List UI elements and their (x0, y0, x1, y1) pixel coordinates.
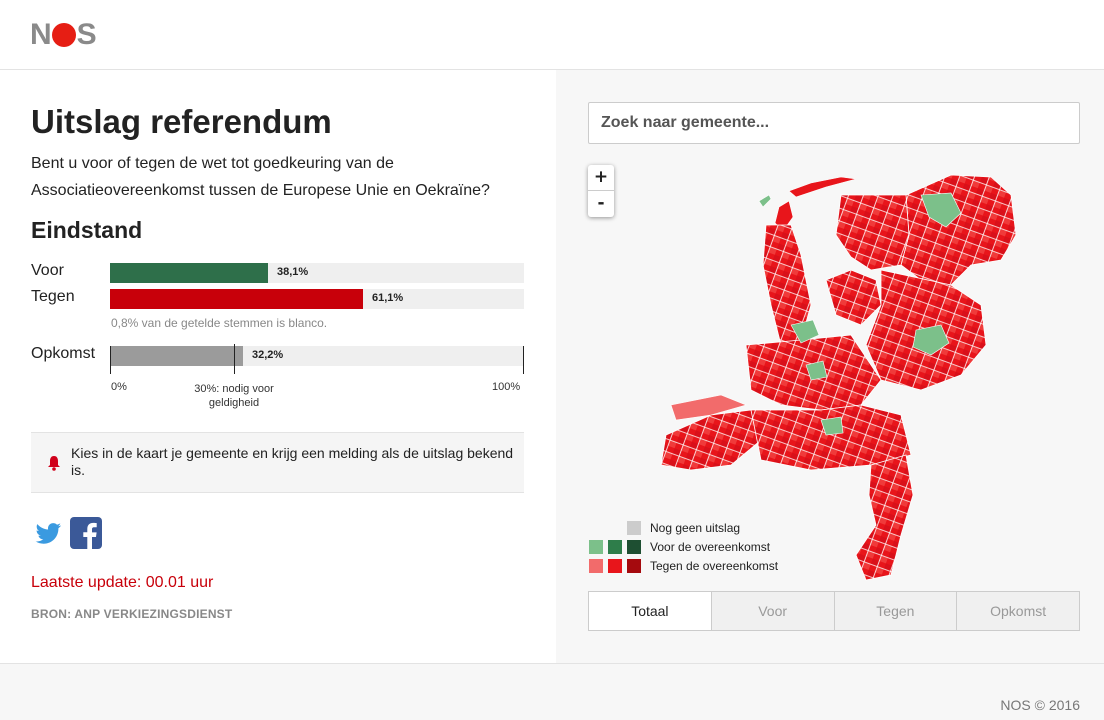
facebook-icon[interactable] (70, 517, 102, 549)
opkomst-value: 32,2% (252, 349, 284, 361)
legend-swatch (608, 540, 622, 554)
tab-totaal[interactable]: Totaal (589, 592, 711, 630)
notification-text: Kies in de kaart je gemeente en krijg ee… (71, 445, 514, 478)
region-voor-north[interactable] (920, 192, 962, 228)
map-panel: + - (556, 70, 1104, 663)
region-zeeland-north[interactable] (670, 394, 747, 421)
region-voor-east[interactable] (912, 324, 950, 356)
tab-voor[interactable]: Voor (710, 592, 834, 630)
axis-start-tick (110, 346, 111, 374)
notification-box[interactable]: Kies in de kaart je gemeente en krijg ee… (31, 432, 524, 493)
region-groningen-drenthe[interactable] (900, 174, 1017, 286)
voor-bar-fill (110, 263, 268, 283)
voor-bar: 38,1% (110, 263, 524, 283)
opkomst-label: Opkomst (31, 345, 96, 362)
region-friesland[interactable] (835, 194, 910, 271)
legend-label: Tegen de overeenkomst (650, 559, 779, 573)
region-limburg[interactable] (855, 454, 914, 581)
referendum-question: Bent u voor of tegen de wet tot goedkeur… (31, 155, 490, 199)
legend-swatch (589, 540, 603, 554)
legend-label: Voor de overeenkomst (650, 540, 771, 554)
region-voor-amsterdam[interactable] (790, 319, 820, 344)
island-voor[interactable] (758, 194, 772, 208)
zoom-out-button[interactable]: - (597, 193, 605, 213)
map-view-tabs: Totaal Voor Tegen Opkomst (588, 591, 1080, 631)
opkomst-bar: 32,2% (110, 346, 524, 366)
region-zeeland[interactable] (660, 409, 762, 471)
legend-swatch (627, 559, 641, 573)
axis-end-tick (523, 346, 524, 374)
last-update: Laatste update: 00.01 uur (31, 574, 214, 591)
region-voor-south[interactable] (820, 416, 844, 436)
wadden-islands[interactable] (788, 176, 857, 198)
page-title: Uitslag referendum (31, 103, 332, 140)
texel-island[interactable] (774, 200, 794, 232)
threshold-label: 30%: nodig voor geldigheid (194, 383, 274, 409)
zoom-in-button[interactable]: + (588, 165, 614, 191)
axis-min-label: 0% (111, 381, 127, 393)
zoom-control: + - (588, 165, 614, 217)
main-content: Uitslag referendum Bent u voor of tegen … (0, 70, 1104, 663)
section-title: Eindstand (31, 217, 143, 243)
voor-value: 38,1% (277, 266, 309, 278)
region-flevoland[interactable] (825, 269, 882, 326)
opkomst-bar-fill (110, 346, 243, 366)
legend-swatch (608, 559, 622, 573)
twitter-icon[interactable] (32, 517, 64, 549)
tab-opkomst[interactable]: Opkomst (956, 592, 1079, 630)
source-label: BRON: ANP VERKIEZINGSDIENST (31, 607, 233, 621)
tegen-bar: 61,1% (110, 289, 524, 309)
region-noord-brabant[interactable] (750, 404, 912, 471)
bell-icon (48, 456, 60, 471)
social-share (32, 517, 102, 549)
legend-swatch (627, 540, 641, 554)
tegen-value: 61,1% (372, 292, 404, 304)
legend-label: Nog geen uitslag (650, 521, 741, 535)
legend-swatch (589, 559, 603, 573)
blank-votes-note: 0,8% van de getelde stemmen is blanco. (111, 316, 328, 330)
legend-swatch (627, 521, 641, 535)
results-panel: Uitslag referendum Bent u voor of tegen … (0, 70, 556, 663)
axis-max-label: 100% (492, 381, 521, 393)
page-footer: NOS © 2016 (0, 663, 1104, 720)
search-input[interactable] (588, 102, 1080, 144)
threshold-tick (234, 344, 235, 374)
tegen-bar-fill (110, 289, 363, 309)
voor-label: Voor (31, 262, 64, 279)
tab-tegen[interactable]: Tegen (833, 592, 957, 630)
region-voor-utrecht[interactable] (805, 360, 828, 381)
netherlands-map[interactable] (651, 165, 1031, 585)
tegen-label: Tegen (31, 288, 75, 305)
copyright: NOS © 2016 (1000, 697, 1080, 713)
